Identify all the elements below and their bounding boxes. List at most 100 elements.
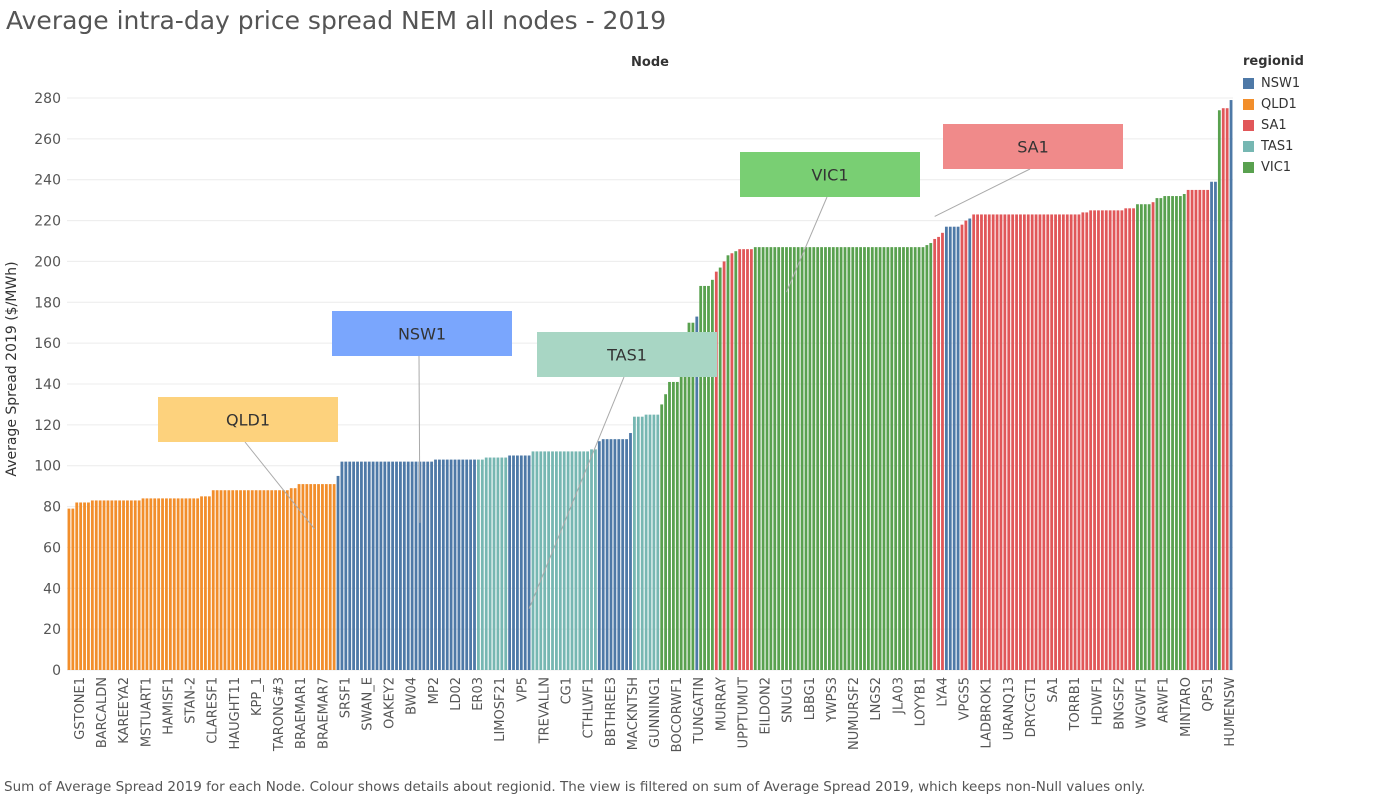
- bar[interactable]: [215, 490, 219, 670]
- bar[interactable]: [1026, 214, 1030, 670]
- bar[interactable]: [687, 322, 691, 670]
- bar[interactable]: [1038, 214, 1042, 670]
- bar[interactable]: [749, 249, 753, 670]
- bar[interactable]: [406, 461, 410, 670]
- bar[interactable]: [1182, 194, 1186, 670]
- bar[interactable]: [1120, 210, 1124, 670]
- bar[interactable]: [445, 459, 449, 670]
- bar[interactable]: [636, 416, 640, 670]
- bar[interactable]: [773, 247, 777, 670]
- bar[interactable]: [126, 500, 129, 670]
- bar[interactable]: [1085, 212, 1089, 670]
- bar[interactable]: [812, 247, 816, 670]
- bar[interactable]: [1202, 189, 1206, 670]
- bar[interactable]: [340, 461, 344, 670]
- bar[interactable]: [219, 490, 223, 670]
- bar[interactable]: [660, 404, 664, 670]
- legend-item-tas1[interactable]: TAS1: [1243, 136, 1304, 157]
- bar[interactable]: [765, 247, 769, 670]
- legend-item-vic1[interactable]: VIC1: [1243, 157, 1304, 178]
- bar[interactable]: [535, 451, 539, 670]
- bar[interactable]: [165, 498, 168, 670]
- bar[interactable]: [94, 500, 98, 670]
- bar[interactable]: [605, 439, 609, 670]
- bar[interactable]: [582, 451, 586, 670]
- bar[interactable]: [558, 451, 562, 670]
- bar[interactable]: [566, 451, 570, 670]
- bar[interactable]: [769, 247, 773, 670]
- bar[interactable]: [523, 455, 527, 671]
- bar[interactable]: [516, 455, 519, 671]
- bar[interactable]: [1147, 204, 1151, 670]
- bar[interactable]: [1011, 214, 1015, 670]
- bar[interactable]: [1112, 210, 1116, 670]
- bar[interactable]: [843, 247, 847, 670]
- bar[interactable]: [289, 488, 293, 670]
- bar[interactable]: [418, 461, 422, 670]
- bar[interactable]: [387, 461, 391, 670]
- bar[interactable]: [239, 490, 242, 670]
- bar[interactable]: [313, 484, 317, 670]
- bar[interactable]: [851, 247, 855, 670]
- bar[interactable]: [675, 381, 679, 670]
- bar[interactable]: [457, 459, 461, 670]
- bar[interactable]: [348, 461, 352, 670]
- bar[interactable]: [785, 247, 788, 670]
- bar[interactable]: [664, 394, 668, 670]
- bar[interactable]: [137, 500, 141, 670]
- bar[interactable]: [738, 249, 742, 670]
- bar[interactable]: [1034, 214, 1038, 670]
- bar[interactable]: [332, 484, 336, 670]
- bar[interactable]: [590, 449, 593, 670]
- bar[interactable]: [726, 255, 730, 671]
- bar[interactable]: [461, 459, 465, 670]
- bar[interactable]: [1015, 214, 1018, 670]
- bar[interactable]: [671, 381, 675, 670]
- bar[interactable]: [1198, 189, 1202, 670]
- bar[interactable]: [1097, 210, 1100, 670]
- bar[interactable]: [656, 414, 660, 670]
- bar[interactable]: [855, 247, 859, 670]
- bar[interactable]: [122, 500, 125, 670]
- bar[interactable]: [118, 500, 122, 670]
- bar[interactable]: [204, 496, 207, 670]
- bar[interactable]: [1155, 198, 1159, 670]
- bar[interactable]: [508, 455, 512, 671]
- bar[interactable]: [336, 475, 340, 670]
- bar[interactable]: [106, 500, 110, 670]
- bar[interactable]: [231, 490, 235, 670]
- bar[interactable]: [909, 247, 913, 670]
- bar[interactable]: [1190, 189, 1194, 670]
- bar[interactable]: [625, 439, 629, 670]
- bar[interactable]: [282, 490, 285, 670]
- bar[interactable]: [632, 416, 636, 670]
- bar[interactable]: [379, 461, 383, 670]
- bar[interactable]: [1163, 196, 1167, 671]
- bar[interactable]: [309, 484, 313, 670]
- bar[interactable]: [578, 451, 582, 670]
- bar[interactable]: [683, 339, 687, 670]
- legend-item-sa1[interactable]: SA1: [1243, 115, 1304, 136]
- bar[interactable]: [761, 247, 765, 670]
- bar[interactable]: [356, 461, 359, 670]
- bar[interactable]: [519, 455, 523, 671]
- bar[interactable]: [913, 247, 917, 670]
- bar[interactable]: [153, 498, 157, 670]
- bar[interactable]: [1225, 108, 1229, 670]
- bar[interactable]: [753, 247, 757, 670]
- bar[interactable]: [200, 496, 203, 670]
- bar[interactable]: [890, 247, 894, 670]
- bar[interactable]: [426, 461, 430, 670]
- bar[interactable]: [882, 247, 886, 670]
- bar[interactable]: [644, 414, 648, 670]
- bar[interactable]: [878, 247, 882, 670]
- bar[interactable]: [1050, 214, 1054, 670]
- bar[interactable]: [504, 457, 508, 670]
- bar[interactable]: [168, 498, 172, 670]
- bar[interactable]: [1081, 212, 1085, 670]
- bar[interactable]: [983, 214, 987, 670]
- bar[interactable]: [902, 247, 905, 670]
- bar[interactable]: [1143, 204, 1147, 670]
- bar[interactable]: [184, 498, 188, 670]
- bar[interactable]: [465, 459, 469, 670]
